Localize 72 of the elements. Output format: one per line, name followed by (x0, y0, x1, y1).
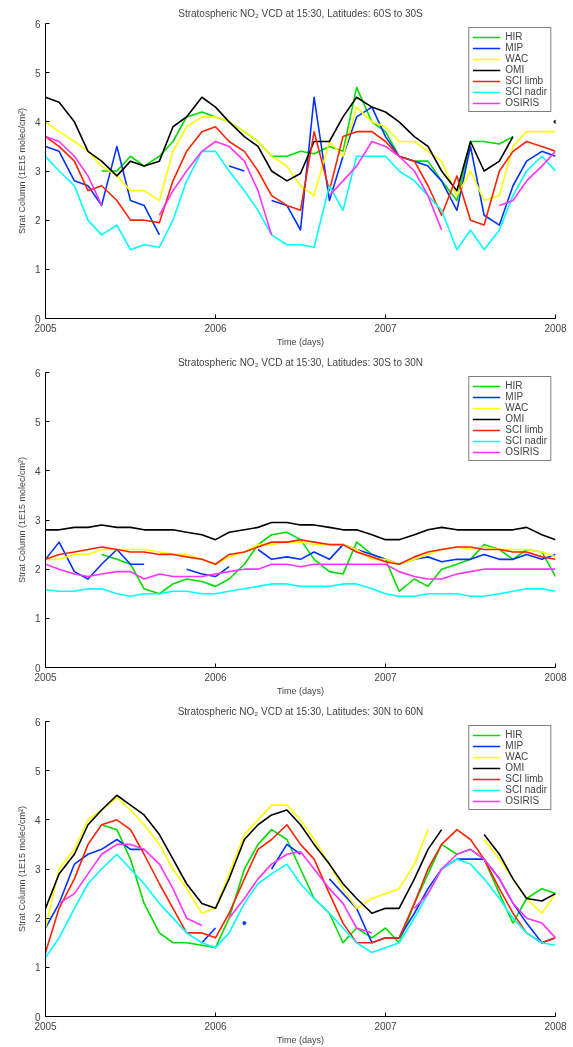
y-tick-label: 1 (34, 613, 41, 625)
x-tick-label: 2007 (374, 322, 398, 334)
legend-label: HIR (505, 31, 524, 42)
y-tick-label: 0 (34, 662, 41, 674)
legend-label: WAC (505, 751, 529, 762)
y-axis-title: Strat Column (1E15 molec/cm²) (16, 456, 27, 584)
legend-label: SCI limb (505, 773, 544, 784)
legend-label: SCI nadir (505, 784, 547, 795)
line-series (45, 583, 556, 598)
line-series (100, 823, 556, 949)
legend-label: SCI nadir (505, 435, 547, 446)
line-series (45, 563, 556, 580)
chart-title: Stratospheric NO₂ VCD at 15:30, Latitudes: 30N to 60N (177, 705, 424, 717)
y-tick-label: 3 (34, 166, 41, 177)
y-tick-label: 1 (34, 264, 41, 276)
line-series (45, 106, 556, 202)
x-tick-label: 2006 (204, 1020, 228, 1032)
x-tick-label: 2007 (374, 1020, 398, 1032)
legend-label: OMI (505, 64, 526, 75)
legend-label: MIP (505, 740, 525, 751)
y-tick-label: 5 (34, 765, 41, 777)
legend-label: WAC (505, 402, 529, 413)
y-tick-label: 1 (34, 962, 41, 974)
y-tick-label: 6 (34, 18, 41, 30)
legend-label: SCI nadir (505, 86, 547, 97)
x-tick-label: 2005 (34, 671, 58, 683)
y-tick-label: 4 (34, 814, 41, 826)
y-tick-label: 2 (34, 913, 41, 925)
legend-label: OSIRIS (505, 795, 540, 806)
chart-title: Stratospheric NO₂ VCD at 15:30, Latitudes: 30S to 30N (177, 356, 424, 368)
y-tick-label: 4 (34, 116, 41, 128)
y-tick-label: 4 (34, 465, 41, 477)
y-axis-title: Strat Column (1E15 molec/cm²) (16, 107, 27, 235)
y-tick-label: 0 (34, 313, 41, 325)
y-tick-label: 5 (34, 67, 41, 79)
x-axis-title: Time (days) (276, 685, 325, 696)
x-tick-label: 2005 (34, 322, 58, 334)
legend-label: HIR (505, 729, 524, 740)
x-tick-label: 2008 (544, 671, 568, 683)
x-tick-label: 2008 (544, 322, 568, 334)
legend-label: OSIRIS (505, 97, 540, 108)
x-tick-label: 2007 (374, 671, 398, 683)
x-tick-label: 2006 (204, 322, 228, 334)
y-tick-label: 3 (34, 515, 41, 526)
legend-label: OMI (505, 413, 526, 424)
legend-label: MIP (505, 42, 525, 53)
line-series (100, 531, 556, 595)
y-axis-title: Strat Column (1E15 molec/cm²) (16, 805, 27, 933)
legend-label: OSIRIS (505, 446, 540, 457)
y-tick-label: 3 (34, 864, 41, 875)
y-tick-label: 6 (34, 367, 41, 379)
chart-title: Stratospheric NO₂ VCD at 15:30, Latitudes: 60S to 30S (178, 7, 424, 19)
x-axis-title: Time (days) (276, 1034, 325, 1045)
legend-label: HIR (505, 380, 524, 391)
legend-label: SCI limb (505, 75, 544, 86)
x-tick-label: 2006 (204, 671, 228, 683)
y-tick-label: 0 (34, 1011, 41, 1023)
line-series (45, 125, 556, 226)
y-tick-label: 2 (34, 215, 41, 227)
line-series (45, 819, 556, 954)
line-series (45, 150, 556, 251)
legend-label: MIP (505, 391, 525, 402)
legend-label: OMI (505, 762, 526, 773)
x-tick-label: 2005 (34, 1020, 58, 1032)
x-axis-title: Time (days) (276, 336, 325, 347)
y-tick-label: 6 (34, 716, 41, 728)
x-tick-label: 2008 (544, 1020, 568, 1032)
legend-label: SCI limb (505, 424, 544, 435)
legend-label: WAC (505, 53, 529, 64)
y-tick-label: 2 (34, 564, 41, 576)
line-series (45, 853, 556, 959)
y-tick-label: 5 (34, 416, 41, 428)
